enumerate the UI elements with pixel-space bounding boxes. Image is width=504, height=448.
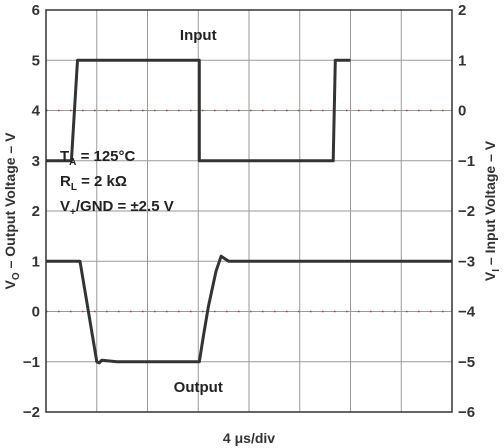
grid	[46, 10, 452, 412]
right-tick-label: −4	[458, 304, 476, 321]
left-tick-label: 5	[32, 52, 40, 69]
right-tick-label: −2	[458, 203, 475, 220]
right-tick-label: −6	[458, 404, 475, 421]
plot-frame	[45, 9, 453, 413]
condition-supply: V+/GND = ±2.5 V	[60, 198, 174, 218]
left-tick-label: −2	[23, 404, 40, 421]
input-series-label: Input	[180, 27, 217, 44]
output-series-label: Output	[174, 379, 223, 396]
left-tick-label: 0	[32, 304, 40, 321]
right-tick-label: 0	[458, 103, 466, 120]
x-axis-label: 4 μs/div	[223, 430, 275, 446]
left-tick-label: 2	[32, 203, 40, 220]
left-tick-label: 4	[32, 103, 41, 120]
left-tick-label: 6	[32, 2, 40, 19]
right-tick-label: −1	[458, 153, 475, 170]
left-tick-labels: 6 5 4 3 2 1 0 −1 −2	[23, 2, 41, 421]
left-tick-label: 1	[32, 253, 40, 270]
right-tick-labels: 2 1 0 −1 −2 −3 −4 −5 −6	[458, 2, 476, 421]
y-axis-label-right: VI – Input Voltage – V	[482, 140, 502, 281]
condition-temperature: TA = 125°C	[60, 148, 136, 168]
left-tick-label: −1	[23, 354, 40, 371]
condition-load: RL = 2 kΩ	[60, 173, 127, 193]
output-waveform	[46, 254, 452, 365]
left-tick-label: 3	[32, 153, 40, 170]
right-tick-label: 1	[458, 52, 466, 69]
input-waveform	[46, 58, 351, 163]
right-tick-label: 2	[458, 2, 466, 19]
test-conditions: TA = 125°C RL = 2 kΩ V+/GND = ±2.5 V	[60, 148, 174, 218]
y-axis-label-left: VO – Output Voltage – V	[2, 132, 22, 290]
series-layer	[46, 58, 452, 365]
right-tick-label: −5	[458, 354, 475, 371]
right-tick-label: −3	[458, 253, 475, 270]
